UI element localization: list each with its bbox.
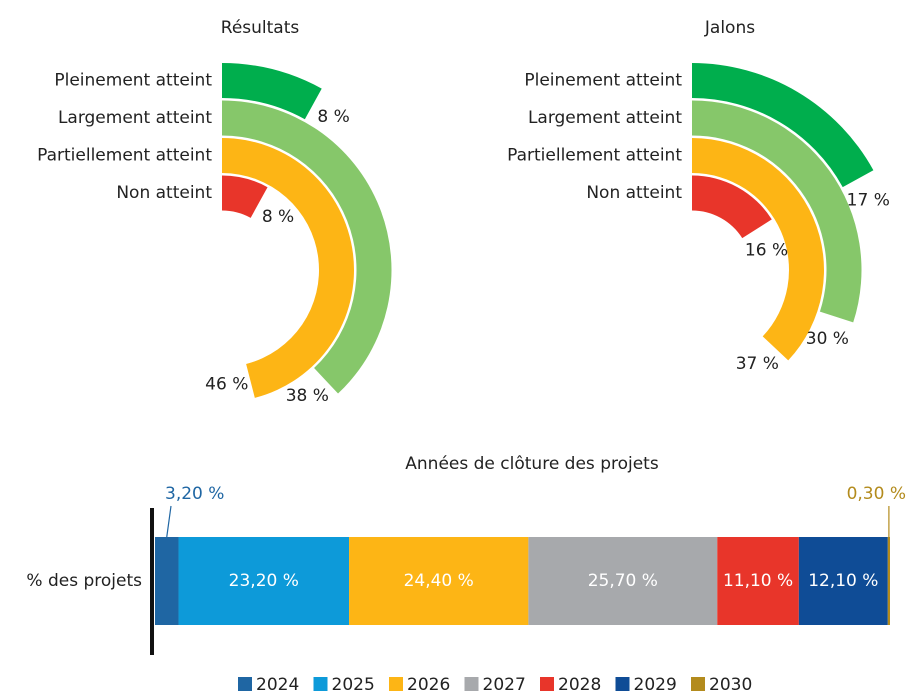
value-label: 37 % [736, 354, 779, 374]
value-label: 30 % [806, 329, 849, 349]
value-label: 12,10 % [808, 571, 878, 591]
value-label: 0,30 % [847, 484, 906, 504]
bar-segment [155, 537, 179, 625]
chart-title: Jalons [704, 18, 755, 38]
radial-bar [222, 138, 354, 398]
legend-swatch [615, 677, 630, 691]
category-label: % des projets [26, 571, 142, 591]
category-label: Partiellement atteint [507, 146, 682, 166]
bar-segment [717, 537, 799, 625]
bar-segment [528, 537, 718, 625]
value-label: 38 % [286, 386, 329, 406]
value-label: 8 % [317, 107, 349, 127]
value-label: 17 % [847, 190, 890, 210]
legend-label: 2030 [709, 675, 752, 691]
leader-line [166, 505, 172, 538]
radial-bar [692, 63, 874, 188]
radial-bar [222, 100, 392, 394]
bar-segment [798, 537, 888, 625]
radial-bar [692, 100, 862, 323]
legend-label: 2025 [332, 675, 375, 691]
chart-title: Années de clôture des projets [405, 454, 659, 474]
category-label: Largement atteint [58, 108, 212, 128]
legend-label: 2026 [407, 675, 450, 691]
value-label: 46 % [205, 374, 248, 394]
legend-swatch [540, 677, 554, 691]
value-label: 24,40 % [404, 571, 474, 591]
legend-label: 2028 [558, 675, 601, 691]
value-label: 23,20 % [229, 571, 299, 591]
category-label: Partiellement atteint [37, 146, 212, 166]
legend-swatch [691, 677, 705, 691]
value-label: 8 % [262, 207, 294, 227]
legend-swatch [389, 677, 403, 691]
chart-title: Résultats [221, 18, 300, 38]
bar-segment [887, 537, 890, 625]
category-label: Non atteint [116, 183, 212, 203]
legend-label: 2027 [483, 675, 526, 691]
radial-bar [222, 175, 268, 218]
legend-label: 2024 [256, 675, 299, 691]
category-label: Pleinement atteint [54, 71, 212, 91]
legend-swatch [464, 677, 479, 691]
radial-bar [692, 138, 825, 361]
bar-segment [178, 537, 350, 625]
category-label: Largement atteint [528, 108, 682, 128]
legend-swatch [313, 677, 328, 691]
category-label: Pleinement atteint [524, 71, 682, 91]
radial-bar [222, 63, 322, 120]
value-label: 3,20 % [165, 484, 224, 504]
value-label: 11,10 % [723, 571, 793, 591]
value-label: 16 % [745, 241, 788, 261]
category-label: Non atteint [586, 183, 682, 203]
value-label: 25,70 % [588, 571, 658, 591]
radial-bar [692, 175, 772, 239]
bar-segment [349, 537, 529, 625]
legend-swatch [238, 677, 252, 691]
legend-label: 2029 [634, 675, 677, 691]
